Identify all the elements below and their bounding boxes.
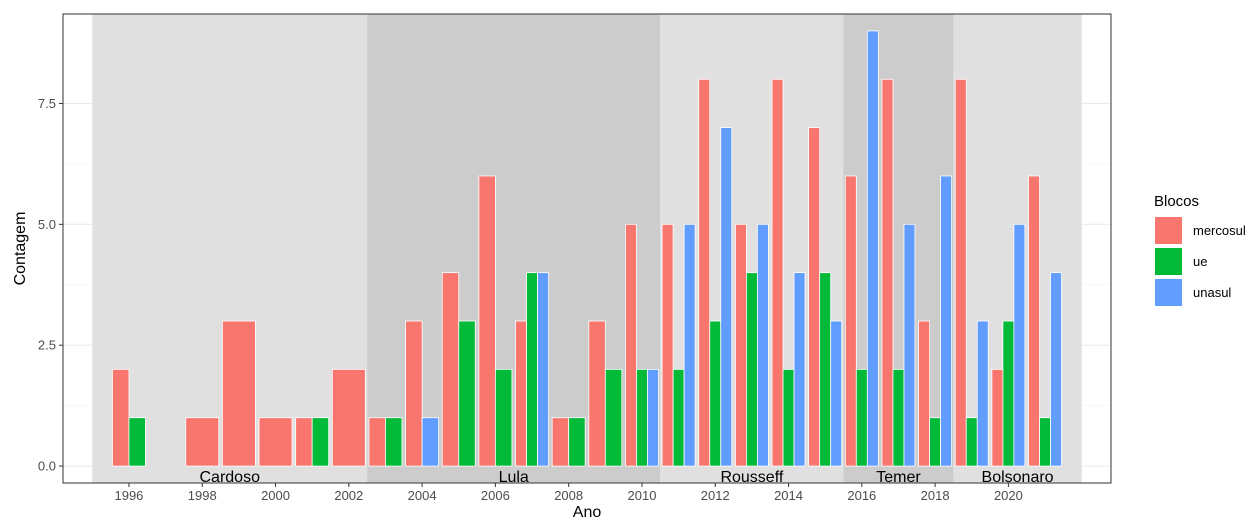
period-labels: Cardoso Lula Rousseff Temer Bolsonaro <box>199 469 1053 486</box>
bar-mercosul <box>441 272 460 467</box>
bar-unasul <box>756 223 769 467</box>
legend: Blocos mercosul ue unasul <box>1154 193 1246 306</box>
bar-mercosul <box>1028 175 1040 467</box>
x-tick-label: 1996 <box>114 488 143 503</box>
bar-mercosul <box>625 223 637 467</box>
bar-ue <box>458 320 476 467</box>
bar-ue <box>819 272 832 467</box>
legend-label-unasul: unasul <box>1193 285 1231 300</box>
bar-mercosul <box>258 417 293 467</box>
bar-unasul <box>1013 223 1026 467</box>
bar-ue <box>965 417 978 467</box>
bar-ue <box>526 272 538 467</box>
bar-mercosul <box>844 175 857 467</box>
bar-mercosul <box>954 78 967 467</box>
bar-unasul <box>940 175 953 467</box>
bar-series <box>112 30 1062 467</box>
x-tick-label: 2008 <box>554 488 583 503</box>
bar-mercosul <box>405 320 423 467</box>
bar-mercosul <box>918 320 931 467</box>
y-axis-title: Contagem <box>12 212 29 286</box>
bar-ue <box>311 417 330 467</box>
bar-unasul <box>537 272 549 467</box>
legend-items: mercosul ue unasul <box>1155 217 1246 306</box>
bar-ue <box>745 272 758 467</box>
x-tick-label: 2020 <box>994 488 1023 503</box>
legend-label-ue: ue <box>1193 254 1207 269</box>
x-tick-label: 2016 <box>847 488 876 503</box>
y-axis: 0.0 2.5 5.0 7.5 <box>38 96 63 474</box>
bar-mercosul <box>221 320 256 467</box>
bar-unasul <box>1050 272 1062 467</box>
bar-unasul <box>421 417 439 467</box>
x-tick-label: 1998 <box>188 488 217 503</box>
x-axis: 1996 1998 2000 2002 2004 2006 2008 2010 2012 2014… <box>114 483 1023 503</box>
x-tick-label: 2002 <box>334 488 363 503</box>
period-label: Lula <box>499 469 529 486</box>
bar-ue <box>494 368 513 467</box>
bar-unasul <box>683 223 696 467</box>
period-label: Cardoso <box>199 469 260 486</box>
bar-ue <box>128 417 146 467</box>
bar-mercosul <box>881 78 894 467</box>
x-tick-label: 2018 <box>921 488 950 503</box>
plot-panel-border <box>62 13 1112 484</box>
period-label: Rousseff <box>720 469 783 486</box>
bar-mercosul <box>991 368 1004 467</box>
x-tick-label: 2014 <box>774 488 803 503</box>
bar-ue <box>892 368 905 467</box>
period-label: Temer <box>876 469 921 486</box>
bar-mercosul <box>588 320 606 467</box>
bar-mercosul <box>661 223 674 467</box>
bar-ue <box>709 320 722 467</box>
x-tick-label: 2006 <box>481 488 510 503</box>
bar-ue <box>604 368 623 467</box>
legend-key-mercosul <box>1155 217 1182 244</box>
bar-mercosul <box>735 223 747 467</box>
bar-mercosul <box>295 417 313 467</box>
bar-mercosul <box>331 368 366 467</box>
bar-mercosul <box>698 78 711 467</box>
bar-unasul <box>976 320 989 467</box>
bar-ue <box>636 368 648 467</box>
bar-ue <box>1039 417 1051 467</box>
x-tick-label: 2004 <box>408 488 437 503</box>
period-label: Bolsonaro <box>982 469 1054 486</box>
bar-mercosul <box>368 417 386 467</box>
x-tick-label: 2010 <box>628 488 657 503</box>
y-tick-label: 5.0 <box>38 217 56 232</box>
x-tick-label: 2012 <box>701 488 730 503</box>
legend-key-ue <box>1155 248 1182 275</box>
bar-unasul <box>720 127 733 467</box>
bar-ue <box>929 417 942 467</box>
bar-ue <box>782 368 795 467</box>
legend-label-mercosul: mercosul <box>1193 223 1246 238</box>
bar-ue <box>672 368 685 467</box>
bar-ue <box>1002 320 1015 467</box>
bar-unasul <box>793 272 806 467</box>
y-tick-label: 7.5 <box>38 96 56 111</box>
bar-mercosul <box>515 320 527 467</box>
legend-key-unasul <box>1155 279 1182 306</box>
bar-ue <box>568 417 586 467</box>
bar-mercosul <box>771 78 784 467</box>
bar-ue <box>385 417 403 467</box>
legend-title: Blocos <box>1154 193 1199 210</box>
x-tick-label: 2000 <box>261 488 290 503</box>
bar-unasul <box>866 30 879 467</box>
x-axis-title: Ano <box>573 504 602 521</box>
bar-mercosul <box>808 127 821 467</box>
bar-mercosul <box>478 175 496 467</box>
bar-ue <box>855 368 868 467</box>
y-tick-label: 2.5 <box>38 338 56 353</box>
bar-mercosul <box>112 368 130 467</box>
y-tick-label: 0.0 <box>38 459 56 474</box>
bar-unasul <box>830 320 843 467</box>
bar-mercosul <box>185 417 220 467</box>
bar-mercosul <box>551 417 570 467</box>
bar-unasul <box>647 368 659 467</box>
bar-unasul <box>903 223 916 467</box>
